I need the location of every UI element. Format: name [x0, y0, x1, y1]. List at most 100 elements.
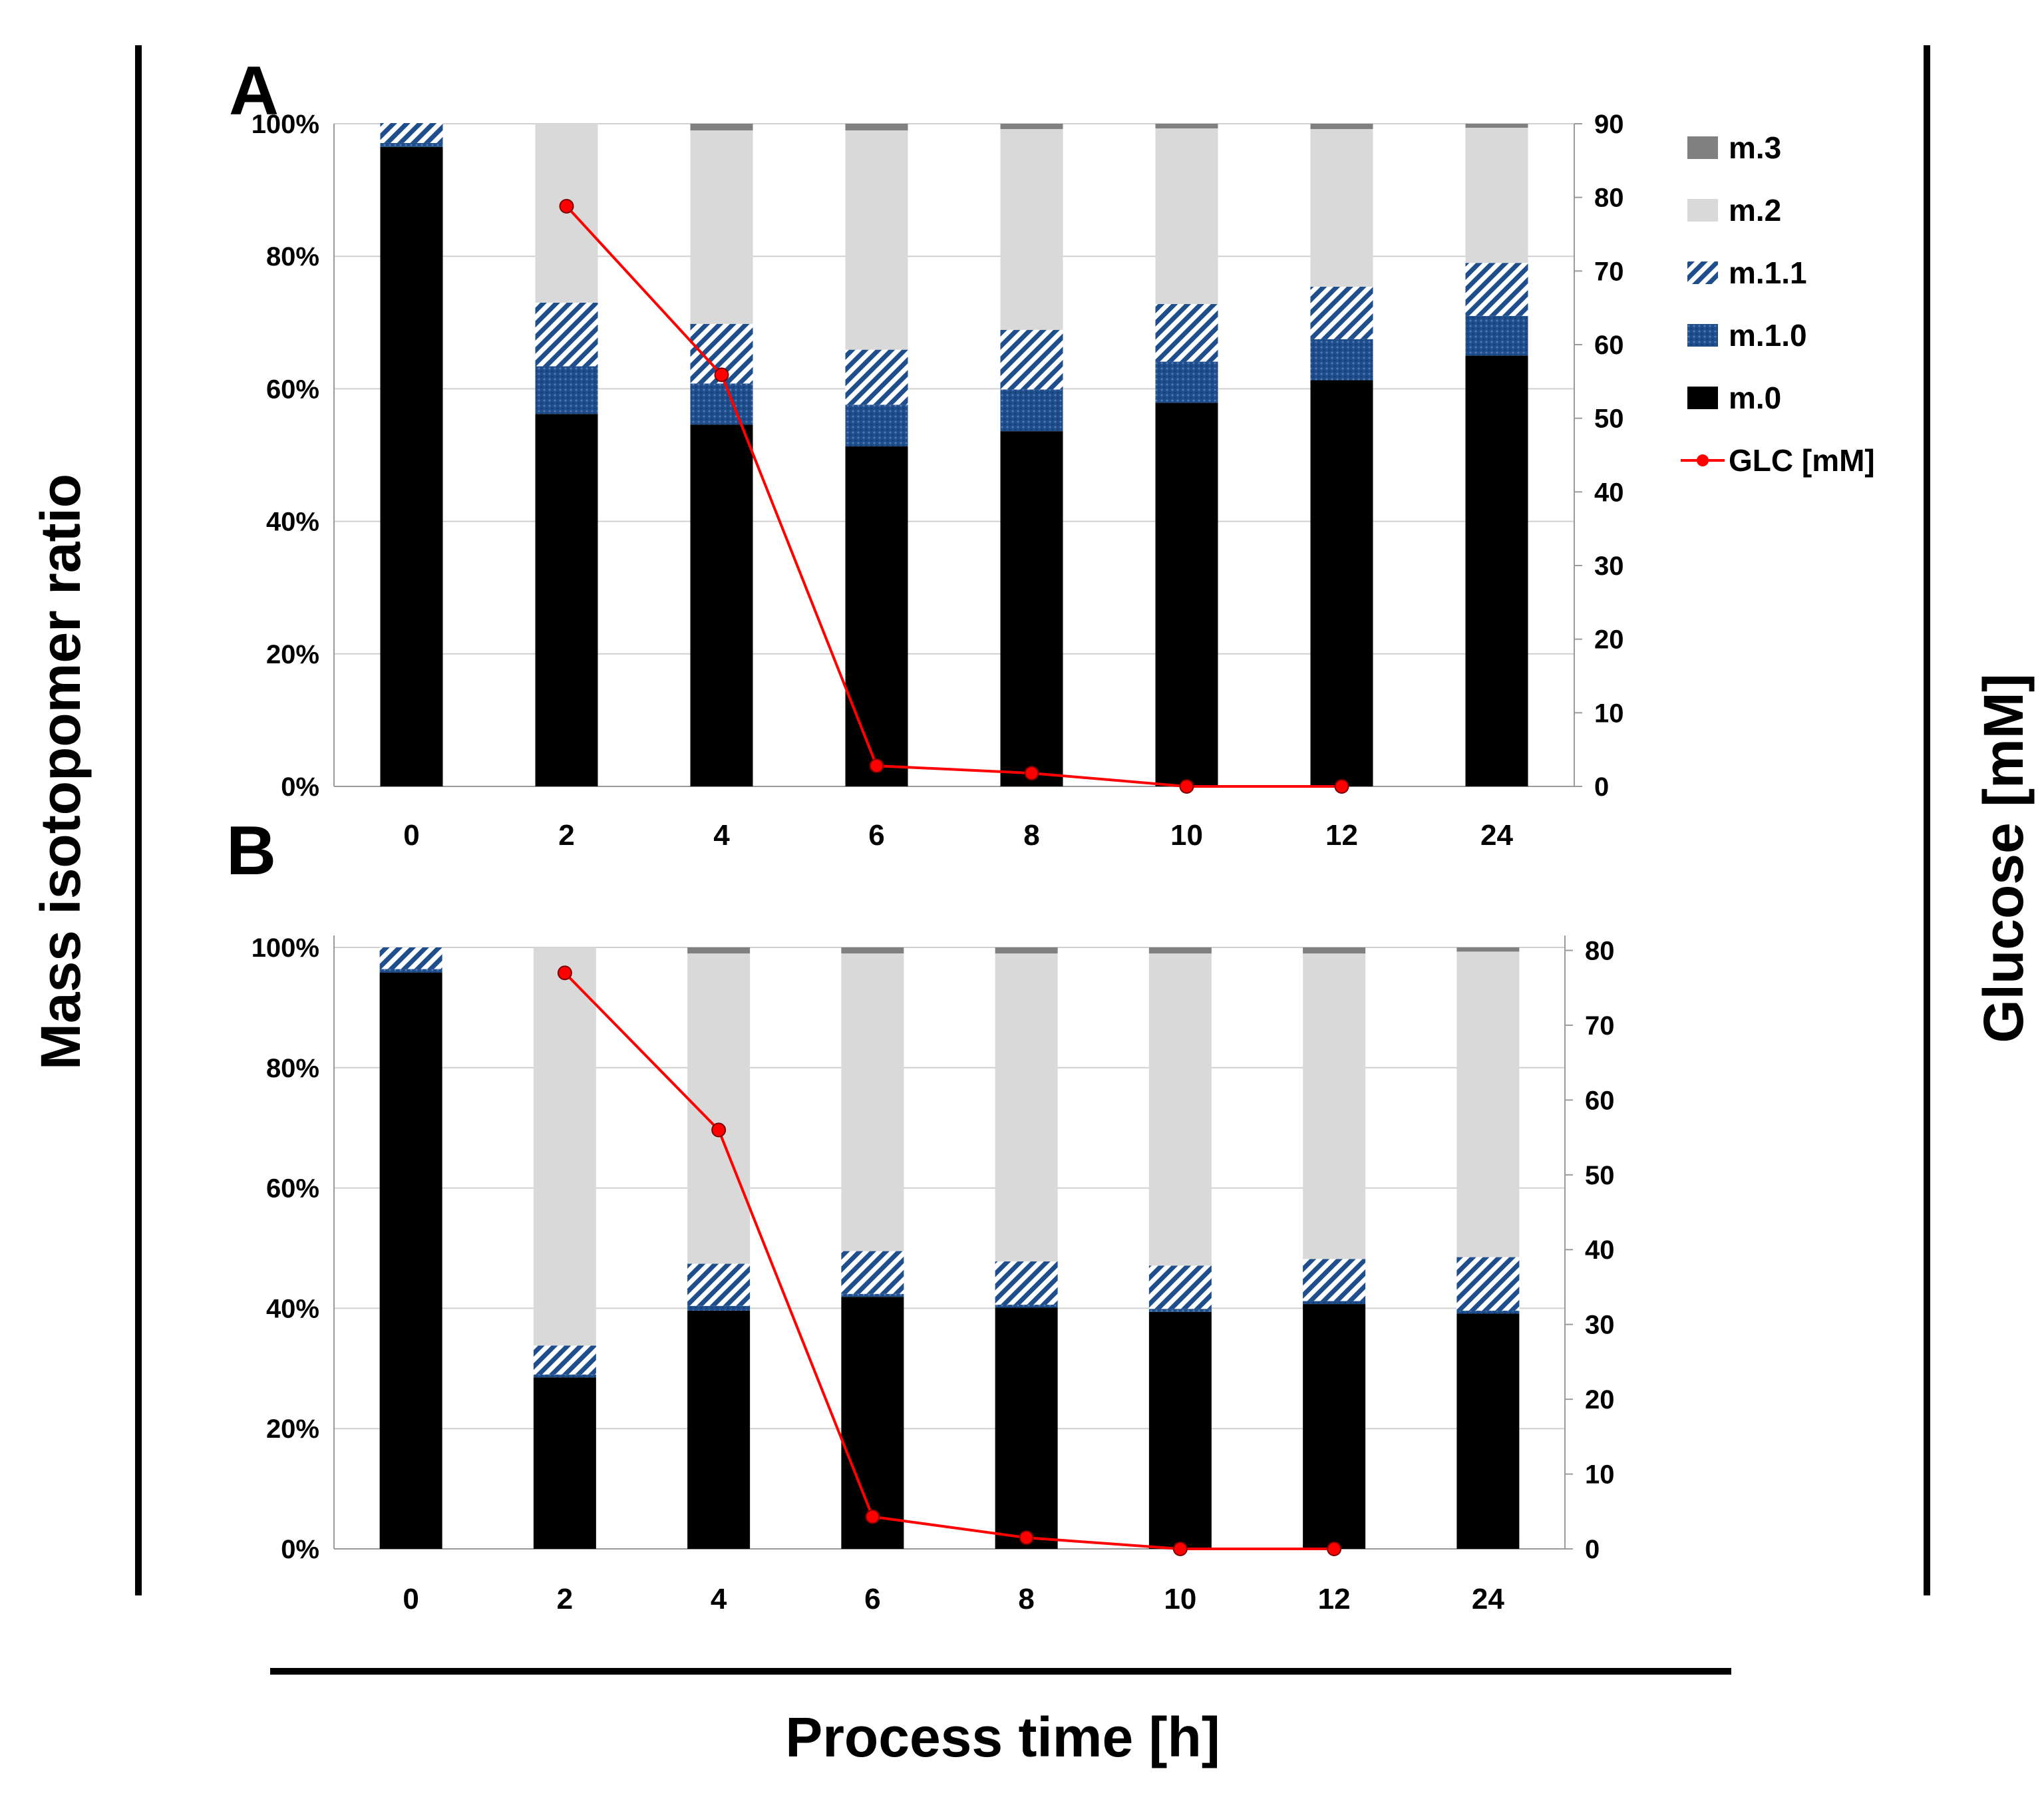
panel-a-bar-m-1-1-t6 — [845, 349, 908, 405]
panel-b-bar-m-2-t2 — [533, 947, 596, 1346]
panel-a-glucose-point-t4 — [714, 367, 729, 383]
panel-a-bar-m-0-t6 — [845, 446, 908, 786]
panel-a-bar-m-1-1-t24 — [1465, 263, 1528, 316]
panel-b-x-tick-label: 10 — [1164, 1583, 1196, 1615]
panel-a-x-ticks: 0 2 4 6 8 10 12 24 — [403, 819, 1513, 852]
panel-a-bar-m-2-t10 — [1155, 128, 1218, 304]
panel-b-glucose-point-t6 — [865, 1509, 880, 1524]
panel-a-y2-tick-label: 10 — [1594, 699, 1624, 728]
panel-a-bar-m-0-t24 — [1465, 355, 1528, 786]
panel-a-glucose-line-path — [566, 205, 1342, 788]
panel-b-y2-tick-label: 10 — [1585, 1460, 1615, 1490]
panel-a-bar-m-1-1-t10 — [1155, 303, 1218, 362]
panel-a-x-tick-label: 6 — [868, 819, 884, 852]
panel-a-x-tick-label: 0 — [403, 819, 419, 852]
panel-b-y2-tick-label: 60 — [1585, 1086, 1615, 1115]
panel-a-x-tick-label: 12 — [1325, 819, 1358, 852]
panel-a-bar-m-1-0-t12 — [1310, 339, 1373, 381]
panel-a-x-tick-label: 24 — [1480, 819, 1513, 852]
panel-a-bar-m-3-t8 — [1000, 124, 1063, 129]
panel-b-y-tick-label: 60% — [266, 1174, 319, 1204]
panel-b-y2-tick-label: 80 — [1585, 936, 1615, 965]
panel-a-glucose-point-t12 — [1334, 779, 1349, 794]
panel-b-y-tick-label: 20% — [266, 1414, 319, 1444]
panel-a-bar-m-0-t10 — [1155, 403, 1218, 786]
panel-b-bar-m-2-t10 — [1148, 953, 1212, 1266]
legend-marker-glc-mm — [1697, 454, 1709, 466]
panel-a-bar-m-3-t12 — [1310, 124, 1373, 129]
panel-a-bar-m-3-t10 — [1155, 124, 1218, 128]
panel-a-y-tick-label: 100% — [252, 110, 319, 139]
panel-a-x-tick-label: 8 — [1023, 819, 1039, 852]
panel-a-bars — [380, 123, 1528, 787]
panel-a-bar-m-2-t12 — [1310, 128, 1373, 287]
panel-b-y2-tick-label: 50 — [1585, 1161, 1615, 1190]
panel-b-y2-ticks: 0 10 20 30 40 50 60 70 80 — [1585, 936, 1615, 1564]
panel-b-label: B — [226, 812, 276, 890]
panel-b-bar-m-1-0-t4 — [687, 1305, 751, 1311]
panel-a-bar-m-0-t0 — [380, 146, 443, 787]
panel-a-y2-tick-label: 0 — [1594, 772, 1609, 802]
panel-a-bar-m-1-1-t8 — [1000, 329, 1063, 390]
panel-b-bar-m-0-t8 — [995, 1307, 1058, 1549]
panel-b-y-tick-label: 100% — [252, 933, 319, 963]
panel-a-axes — [333, 123, 1582, 787]
panel-b-glucose-point-t10 — [1172, 1542, 1188, 1556]
panel-b-bar-m-0-t2 — [533, 1377, 596, 1549]
panel-a-x-tick-label: 4 — [713, 819, 730, 852]
panel-a-bar-m-3-t6 — [845, 124, 908, 130]
panel-a-y2-tick-label: 20 — [1594, 625, 1624, 655]
panel-a-y2-tick-label: 30 — [1594, 552, 1624, 581]
panel-a-glucose-point-t10 — [1179, 779, 1194, 794]
panel-b-bar-m-3-t8 — [995, 947, 1058, 954]
panel-b-x-tick-label: 8 — [1018, 1583, 1034, 1615]
panel-b-x-ticks: 0 2 4 6 8 10 12 24 — [403, 1583, 1504, 1615]
panel-b-bar-m-3-t24 — [1456, 947, 1520, 952]
panel-b-bar-m-1-0-t2 — [533, 1374, 596, 1378]
panel-b-glucose-line — [557, 965, 1342, 1556]
panel-a-bar-m-1-1-t12 — [1310, 287, 1373, 339]
panel-a-y-tick-label: 60% — [266, 375, 319, 404]
panel-b-x-tick-label: 2 — [557, 1583, 573, 1615]
panel-b-bars — [379, 947, 1520, 1549]
panel-a-gridlines — [334, 123, 1574, 787]
panel-a-bar-m-1-0-t24 — [1465, 315, 1528, 356]
panel-b-bar-m-3-t12 — [1303, 947, 1366, 954]
panel-b-bar-m-1-1-t4 — [687, 1263, 751, 1306]
panel-a-x-tick-label: 2 — [558, 819, 574, 852]
panel-b-x-tick-label: 6 — [864, 1583, 880, 1615]
panel-a-y2-tick-label: 70 — [1594, 257, 1624, 286]
panel-a-y2-tick-label: 50 — [1594, 405, 1624, 434]
panel-b-glucose-line-path — [564, 971, 1335, 1550]
panel-b-bar-m-3-t10 — [1148, 947, 1212, 954]
panel-a-y-ticks: 0% 20% 40% 60% 80% 100% — [252, 110, 319, 802]
legend-label-m-1-0: m.1.0 — [1729, 318, 1807, 353]
panel-b-axes — [333, 935, 1573, 1550]
x-axis-title: Process time [h] — [785, 1706, 1220, 1768]
legend-swatch-m-2 — [1687, 199, 1718, 222]
legend-swatch-m-0 — [1687, 387, 1718, 409]
panel-a-y2-tick-label: 60 — [1594, 331, 1624, 360]
panel-a-bar-m-2-t4 — [690, 130, 753, 324]
panel-b-bar-m-2-t24 — [1456, 951, 1520, 1257]
panel-a-y2-ticks: 0 10 20 30 40 50 60 70 80 90 — [1594, 110, 1624, 802]
panel-a-glucose-point-t8 — [1024, 766, 1039, 781]
panel-b-bar-m-0-t24 — [1456, 1313, 1520, 1549]
panel-a-bar-m-1-1-t2 — [535, 302, 598, 367]
panel-b-bar-m-0-t4 — [687, 1311, 751, 1549]
legend-swatch-m-3 — [1687, 136, 1718, 159]
panel-b-bar-m-1-0-t6 — [841, 1293, 904, 1297]
panel-a-bar-m-0-t2 — [535, 414, 598, 786]
panel-a-bar-m-3-t24 — [1465, 124, 1528, 128]
panel-a-y-tick-label: 20% — [266, 640, 319, 669]
panel-b-bar-m-0-t10 — [1148, 1311, 1212, 1549]
legend: m.3 m.2 m.1.1 m.1.0 m.0 GLC [mM] — [1681, 130, 1875, 478]
panel-a-x-tick-label: 10 — [1170, 819, 1203, 852]
legend-label-m-3: m.3 — [1729, 130, 1781, 165]
panel-a-bar-m-1-0-t2 — [535, 366, 598, 414]
panel-a-bar-m-0-t12 — [1310, 380, 1373, 786]
panel-b-y2-tick-label: 20 — [1585, 1385, 1615, 1414]
panel-b-x-tick-label: 4 — [711, 1583, 727, 1615]
